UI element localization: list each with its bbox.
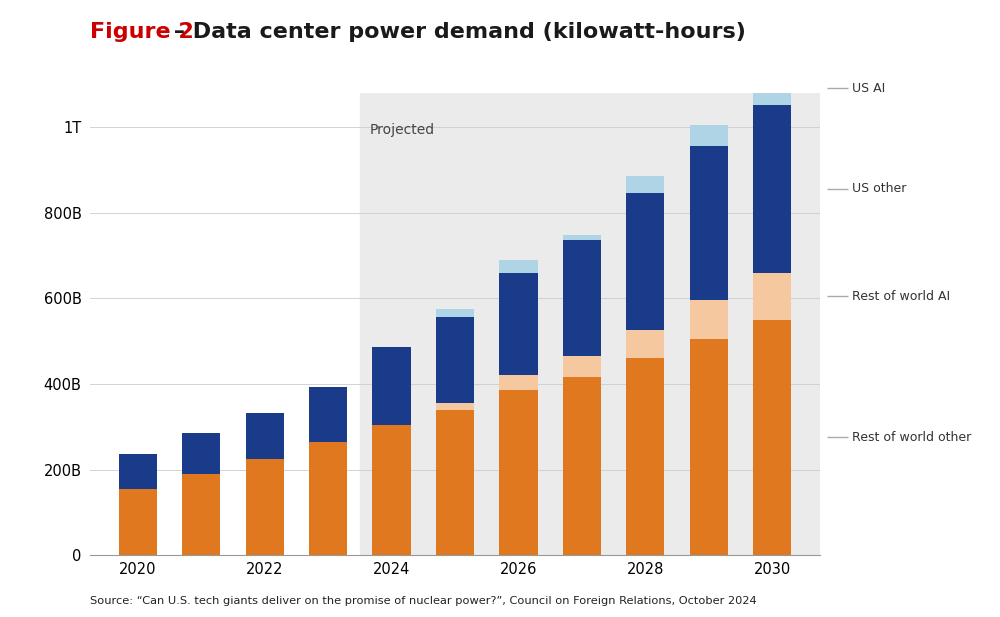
- Bar: [499, 391, 538, 555]
- Bar: [436, 410, 474, 555]
- Text: Source: “Can U.S. tech giants deliver on the promise of nuclear power?”, Council: Source: “Can U.S. tech giants deliver on…: [90, 596, 757, 606]
- Bar: [119, 453, 157, 489]
- Bar: [563, 356, 601, 378]
- Bar: [309, 442, 347, 555]
- Bar: [119, 489, 157, 555]
- Text: Projected: Projected: [369, 123, 434, 136]
- Bar: [626, 330, 664, 358]
- Bar: [690, 300, 728, 339]
- Bar: [499, 273, 538, 375]
- Text: US other: US other: [852, 183, 906, 196]
- Bar: [309, 387, 347, 442]
- Bar: [690, 146, 728, 300]
- Bar: [690, 339, 728, 555]
- Bar: [372, 424, 411, 555]
- Bar: [246, 459, 284, 555]
- Bar: [436, 318, 474, 403]
- Bar: [499, 260, 538, 273]
- Text: US AI: US AI: [852, 82, 885, 95]
- Bar: [436, 309, 474, 318]
- Bar: [372, 347, 411, 424]
- Bar: [563, 241, 601, 356]
- Bar: [753, 106, 791, 273]
- Bar: [499, 375, 538, 391]
- Text: Rest of world other: Rest of world other: [852, 431, 971, 444]
- Text: Figure 2: Figure 2: [90, 22, 194, 41]
- Bar: [626, 193, 664, 330]
- Bar: [246, 413, 284, 459]
- Bar: [626, 358, 664, 555]
- Bar: [563, 378, 601, 555]
- Bar: [563, 235, 601, 241]
- Bar: [182, 474, 220, 555]
- Bar: [690, 125, 728, 146]
- Bar: [753, 273, 791, 320]
- Bar: [182, 433, 220, 474]
- Bar: [753, 320, 791, 555]
- Bar: [753, 71, 791, 106]
- Text: Rest of world AI: Rest of world AI: [852, 289, 950, 302]
- Bar: [626, 176, 664, 193]
- Bar: [436, 403, 474, 410]
- Bar: [360, 93, 820, 555]
- Text: – Data center power demand (kilowatt-hours): – Data center power demand (kilowatt-hou…: [166, 22, 746, 41]
